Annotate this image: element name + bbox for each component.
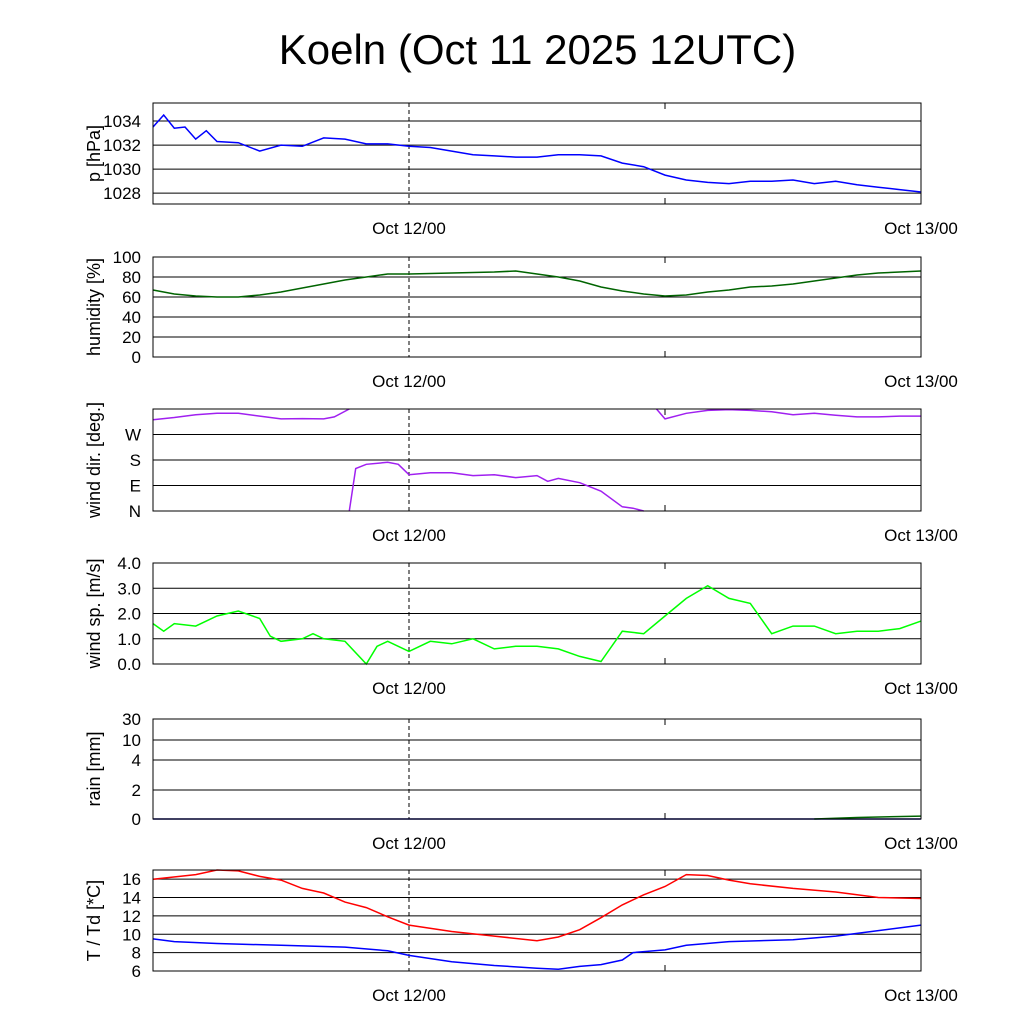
y-axis-label: T / Td [*C] (84, 880, 104, 961)
y-tick-label: N (129, 502, 141, 521)
panel-frame (152, 718, 922, 820)
panel-frame (152, 408, 922, 512)
y-tick-label: W (125, 426, 141, 445)
y-tick-label: 3.0 (117, 579, 141, 598)
x-tick-label: Oct 13/00 (884, 219, 958, 238)
series-wind-dir-part-3 (655, 408, 921, 420)
series-pressure (152, 113, 922, 193)
y-tick-label: 8 (132, 944, 141, 963)
y-tick-label: 0 (132, 810, 141, 829)
y-tick-label: 14 (122, 889, 141, 908)
y-tick-label: 30 (122, 710, 141, 729)
y-tick-label: 2 (132, 781, 141, 800)
panel-wind_speed: 0.0 1.0 2.0 3.0 4.0 Oct 12/00 Oct 13/00 wind sp… (84, 554, 958, 698)
series-humidity (152, 270, 922, 298)
y-axis-label: p [hPa] (84, 125, 104, 182)
y-tick-label: 1030 (103, 160, 141, 179)
y-axis-label: rain [mm] (84, 731, 104, 806)
y-tick-label: S (130, 451, 141, 470)
panel-frame (152, 102, 922, 205)
y-tick-label: 6 (132, 962, 141, 981)
panel-frame (152, 562, 922, 665)
x-tick-label: Oct 12/00 (372, 679, 446, 698)
y-tick-label: 10 (122, 731, 141, 750)
x-tick-label: Oct 12/00 (372, 834, 446, 853)
series-t (152, 869, 922, 942)
x-tick-label: Oct 13/00 (884, 986, 958, 1005)
series-wind-dir-part-2 (348, 461, 644, 512)
y-tick-label: 100 (113, 248, 141, 267)
x-tick-label: Oct 13/00 (884, 834, 958, 853)
y-tick-label: 80 (122, 268, 141, 287)
y-tick-label: 1028 (103, 184, 141, 203)
y-tick-label: 60 (122, 288, 141, 307)
panel-rain: 0 2 410 30 Oct 12/00 Oct 13/00 rain [mm] (84, 710, 958, 853)
y-tick-label: 4.0 (117, 554, 141, 573)
y-tick-label: 1032 (103, 136, 141, 155)
x-tick-label: Oct 12/00 (372, 372, 446, 391)
panel-pressure: 1028 1030 1032 1034 Oct 12/00 Oct 13/00 p [hPa… (84, 102, 958, 238)
y-tick-label: 16 (122, 870, 141, 889)
y-tick-label: 2.0 (117, 605, 141, 624)
x-tick-label: Oct 13/00 (884, 526, 958, 545)
y-tick-label: 1.0 (117, 630, 141, 649)
series-wind-dir-part-1 (152, 408, 350, 421)
panel-frame (152, 256, 922, 358)
chart-title: Koeln (Oct 11 2025 12UTC) (278, 26, 797, 73)
y-axis-label: wind sp. [m/s] (84, 558, 104, 669)
x-tick-label: Oct 12/00 (372, 219, 446, 238)
x-tick-label: Oct 12/00 (372, 986, 446, 1005)
x-tick-label: Oct 12/00 (372, 526, 446, 545)
y-tick-label: 1034 (103, 112, 141, 131)
panel-frame (152, 869, 922, 972)
x-tick-label: Oct 13/00 (884, 372, 958, 391)
y-axis-label: wind dir. [deg.] (84, 402, 104, 519)
x-tick-label: Oct 13/00 (884, 679, 958, 698)
y-tick-label: 0 (132, 348, 141, 367)
y-tick-label: 10 (122, 925, 141, 944)
series-td (152, 924, 922, 970)
y-tick-label: 40 (122, 308, 141, 327)
series-wind-speed (152, 584, 922, 666)
y-tick-label: 4 (132, 751, 141, 770)
y-tick-label: 12 (122, 907, 141, 926)
y-tick-label: 0.0 (117, 655, 141, 674)
y-tick-label: 20 (122, 328, 141, 347)
y-tick-label: E (130, 477, 141, 496)
y-axis-label: humidity [%] (84, 258, 104, 356)
